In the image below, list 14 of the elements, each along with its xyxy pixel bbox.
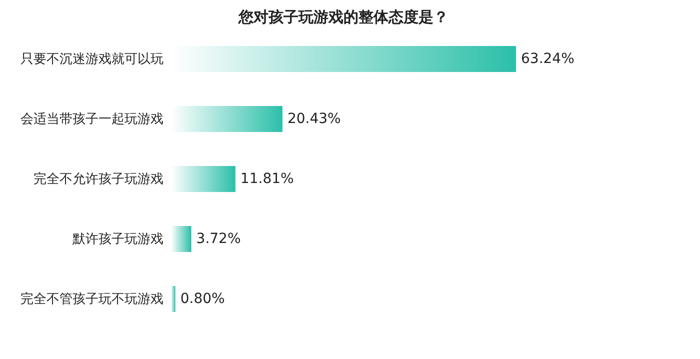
y-tick-label: 完全不管孩子玩不玩游戏 [20,291,164,307]
y-tick-label: 完全不允许孩子玩游戏 [34,171,164,187]
data-label: 3.72% [196,231,241,247]
data-label: 20.43% [287,111,341,127]
data-label: 0.80% [180,291,225,307]
y-tick-label: 默许孩子玩游戏 [72,232,164,247]
bar [171,286,176,312]
bar [171,166,236,192]
chart-title: 您对孩子玩游戏的整体态度是？ [238,8,448,26]
y-tick-label: 会适当带孩子一起玩游戏 [20,112,164,127]
bar [171,226,192,252]
data-label: 11.81% [240,171,294,187]
y-tick-label: 只要不沉迷游戏就可以玩 [20,52,164,67]
data-label: 63.24% [521,51,574,67]
